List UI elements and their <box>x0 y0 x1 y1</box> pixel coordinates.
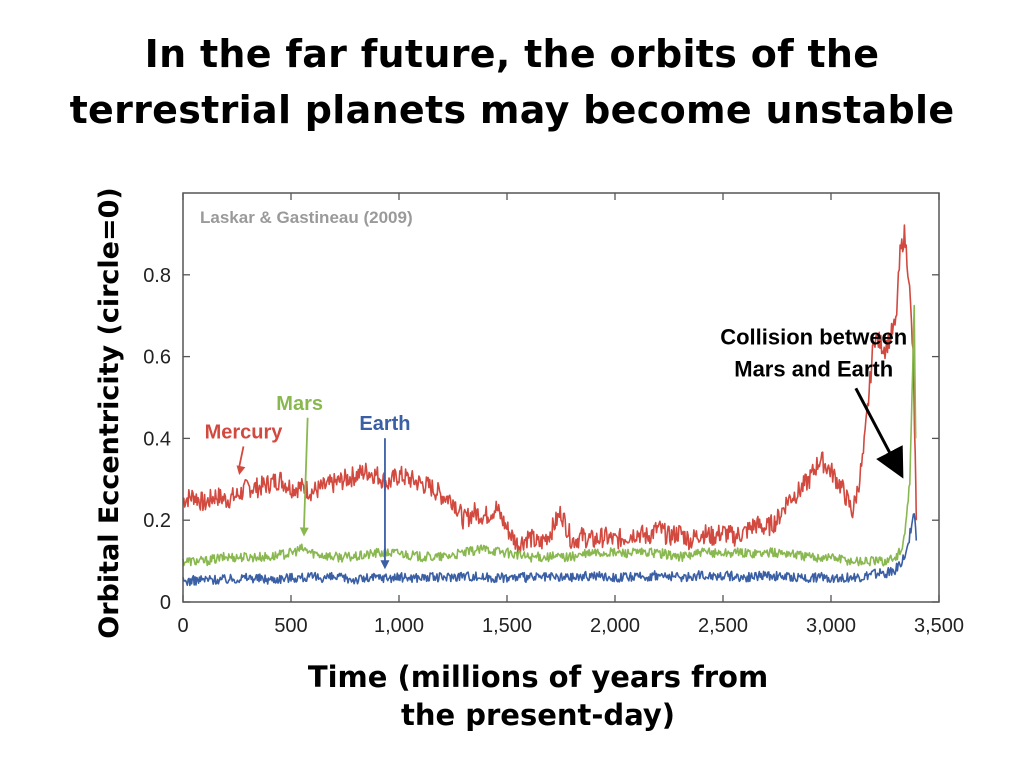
series-line-mercury <box>182 224 918 555</box>
slide-title-line-2: terrestrial planets may become unstable <box>69 88 955 132</box>
plot-frame <box>182 192 940 603</box>
x-tick-label: 500 <box>274 615 307 637</box>
x-tick-label: 0 <box>177 615 188 637</box>
x-axis-label: Time (millions of years from the present… <box>0 658 1024 734</box>
series-pointer-head-mars <box>299 527 309 537</box>
x-axis-label-line-2: the present-day) <box>400 698 676 732</box>
slide-title-line-1: In the far future, the orbits of the <box>144 32 880 76</box>
annotation-line-1: Collision between <box>720 324 907 349</box>
series-label-mars: Mars <box>276 393 323 415</box>
series-label-mercury: Mercury <box>205 421 284 443</box>
collision-annotation: Collision between Mars and Earth <box>720 324 907 479</box>
annotation-line-2: Mars and Earth <box>734 356 893 381</box>
annotation-arrow <box>854 387 904 479</box>
series-label-earth: Earth <box>359 413 410 435</box>
y-tick-label: 0.4 <box>143 428 171 450</box>
source-label: Laskar & Gastineau (2009) <box>200 208 413 227</box>
series-pointer-mercury <box>238 446 245 468</box>
y-tick-label: 0.6 <box>143 347 171 369</box>
series-labels-group: Mercury Mars Earth <box>205 393 411 570</box>
y-axis-label-group: Orbital Eccentricity (circle=0) <box>94 187 125 639</box>
ticks-group: 0 500 1,000 1,500 2,000 2,500 3,000 3,500 0 0.2 0.… <box>143 193 964 637</box>
series-line-earth <box>182 513 918 587</box>
series-pointer-head-mercury <box>236 465 246 476</box>
x-tick-label: 1,500 <box>482 615 532 637</box>
x-tick-label: 2,000 <box>590 615 640 637</box>
x-axis-label-line-1: Time (millions of years from <box>307 660 769 694</box>
slide-title: In the far future, the orbits of the ter… <box>0 26 1024 138</box>
series-pointer-mars <box>303 417 309 529</box>
x-tick-label: 1,000 <box>374 615 424 637</box>
x-tick-label: 2,500 <box>698 615 748 637</box>
y-tick-label: 0.8 <box>143 265 171 287</box>
x-tick-label: 3,500 <box>914 615 964 637</box>
x-tick-label: 3,000 <box>806 615 856 637</box>
y-tick-label: 0 <box>160 592 171 614</box>
y-axis-label: Orbital Eccentricity (circle=0) <box>94 187 125 639</box>
series-pointer-head-earth <box>380 560 390 570</box>
series-line-mars <box>182 304 917 567</box>
y-tick-label: 0.2 <box>143 510 171 532</box>
